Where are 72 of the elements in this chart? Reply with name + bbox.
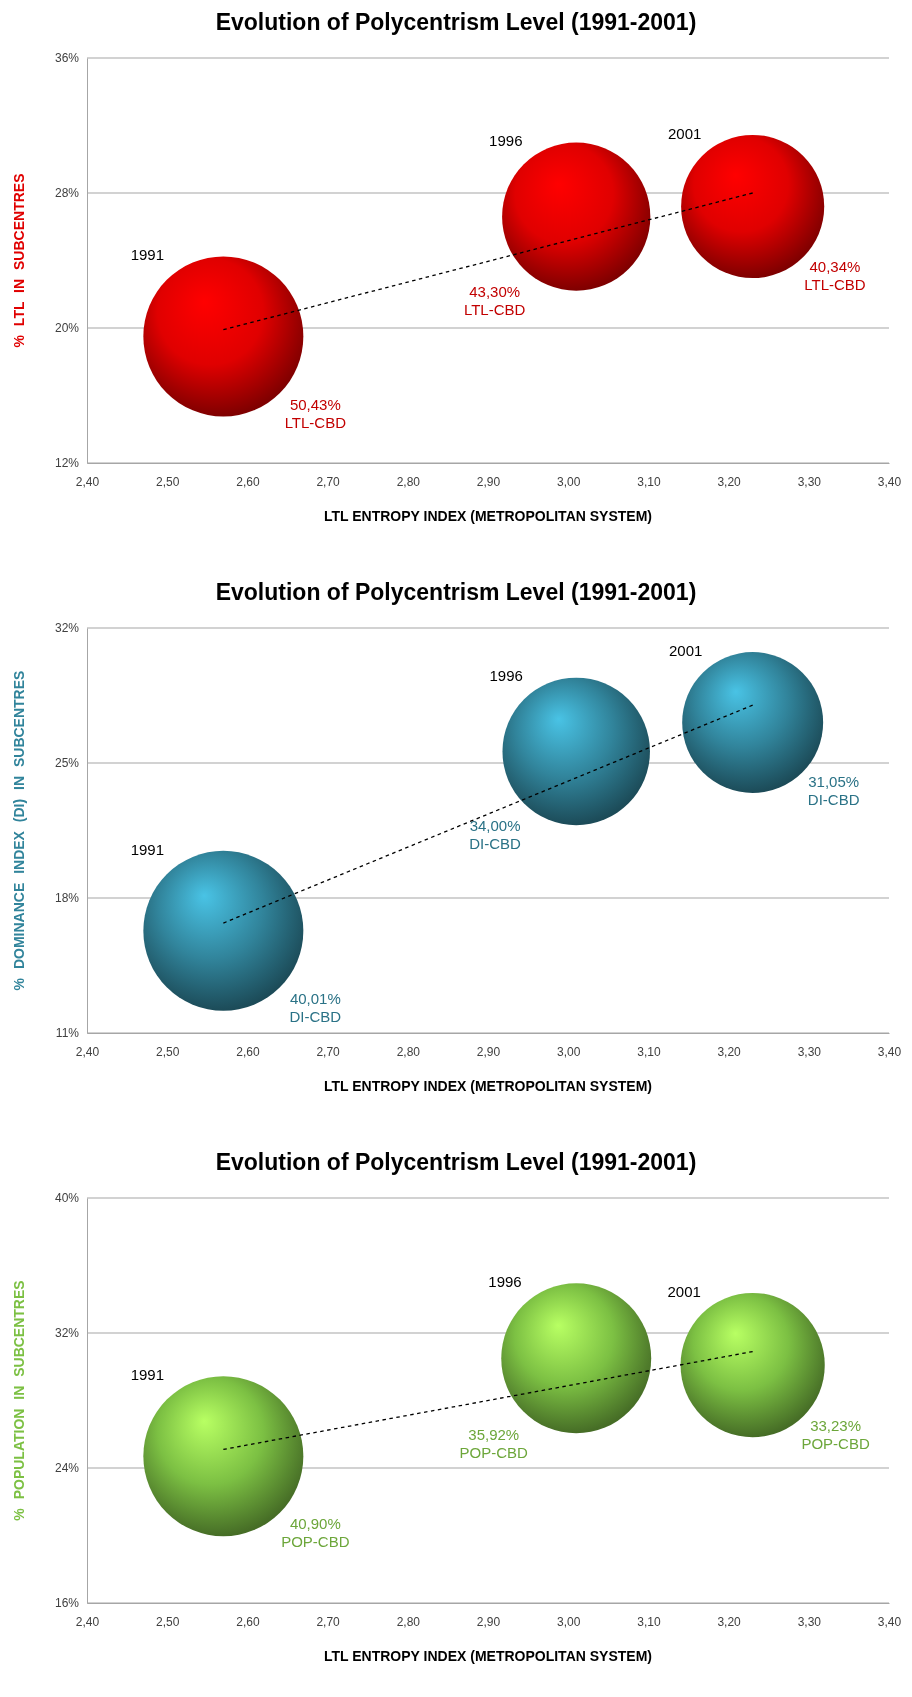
y-tick-label: 25% [54,756,80,771]
y-axis-title: % DOMINANCE INDEX (DI) IN SUBCENTRES [11,670,27,991]
y-tick-label: 32% [54,1326,80,1341]
data-label: 33,23% POP-CBD [801,1416,870,1452]
x-tick-label: 2,80 [396,1044,421,1059]
x-tick-label: 2,70 [316,474,341,489]
y-tick-label: 36% [54,51,80,66]
series-label: 2001 [668,124,702,142]
y-tick-label: 24% [54,1461,80,1476]
x-tick-label: 2,70 [316,1044,341,1059]
data-label: 34,00% DI-CBD [469,817,522,853]
x-tick-label: 3,30 [797,474,822,489]
x-tick-label: 2,40 [75,1614,100,1629]
x-tick-label: 2,50 [156,1044,180,1059]
series-label: 1996 [489,667,523,685]
series-label: 1991 [130,1366,165,1384]
x-tick-label: 2,60 [236,1044,260,1059]
x-axis-title: LTL ENTROPY INDEX (METROPOLITAN SYSTEM) [324,1648,652,1664]
y-tick-label: 18% [54,891,80,906]
x-tick-label: 3,40 [877,1614,902,1629]
series-label: 1991 [130,840,165,858]
x-tick-label: 2,90 [476,1614,501,1629]
x-axis-title: LTL ENTROPY INDEX (METROPOLITAN SYSTEM) [324,1078,652,1094]
chart-title: Evolution of Polycentrism Level (1991-2001) [215,9,697,35]
x-tick-label: 2,80 [396,1614,421,1629]
x-tick-label: 2,40 [75,474,100,489]
data-label: 40,90% POP-CBD [281,1515,350,1551]
x-tick-label: 3,00 [557,1614,581,1629]
series-label: 2001 [669,641,703,659]
x-tick-label: 3,10 [637,1044,661,1059]
data-label: 35,92% POP-CBD [459,1425,529,1461]
x-tick-label: 3,00 [557,1044,581,1059]
x-tick-label: 3,30 [797,1044,822,1059]
data-label: 31,05% DI-CBD [807,772,860,808]
series-label: 1996 [489,132,523,150]
series-label: 1996 [488,1273,522,1291]
y-tick-label: 40% [54,1191,80,1206]
series-label: 2001 [667,1282,701,1300]
y-tick-label: 16% [54,1596,80,1611]
x-tick-label: 2,40 [75,1044,100,1059]
x-tick-label: 2,50 [156,1614,180,1629]
x-tick-label: 3,40 [877,474,902,489]
y-tick-label: 32% [54,621,80,636]
x-tick-label: 3,30 [797,1614,822,1629]
data-label: 40,34% LTL-CBD [804,257,866,293]
x-tick-label: 2,90 [476,1044,501,1059]
x-tick-label: 3,20 [717,1044,742,1059]
x-tick-label: 2,60 [236,1614,260,1629]
series-label: 1991 [130,246,165,264]
x-tick-label: 2,90 [476,474,501,489]
x-tick-label: 2,50 [156,474,180,489]
x-tick-label: 3,00 [557,474,581,489]
y-tick-label: 12% [54,456,80,471]
y-tick-label: 28% [54,186,80,201]
x-tick-label: 3,10 [637,474,661,489]
data-label: 50,43% LTL-CBD [284,395,347,431]
chart-title: Evolution of Polycentrism Level (1991-2001) [215,579,697,605]
x-tick-label: 3,20 [717,1614,742,1629]
y-tick-label: 20% [54,321,80,336]
data-label: 43,30% LTL-CBD [463,282,526,318]
x-tick-label: 3,10 [637,1614,661,1629]
x-tick-label: 3,40 [877,1044,902,1059]
y-axis-title: % POPULATION IN SUBCENTRES [11,1280,27,1521]
x-tick-label: 2,70 [316,1614,341,1629]
data-label: 40,01% DI-CBD [289,990,342,1026]
x-tick-label: 3,20 [717,474,742,489]
chart-title: Evolution of Polycentrism Level (1991-2001) [215,1149,697,1175]
x-tick-label: 2,80 [396,474,421,489]
y-tick-label: 11% [55,1026,80,1041]
x-tick-label: 2,60 [236,474,260,489]
y-axis-title: % LTL IN SUBCENTRES [11,173,27,348]
x-axis-title: LTL ENTROPY INDEX (METROPOLITAN SYSTEM) [324,508,652,524]
